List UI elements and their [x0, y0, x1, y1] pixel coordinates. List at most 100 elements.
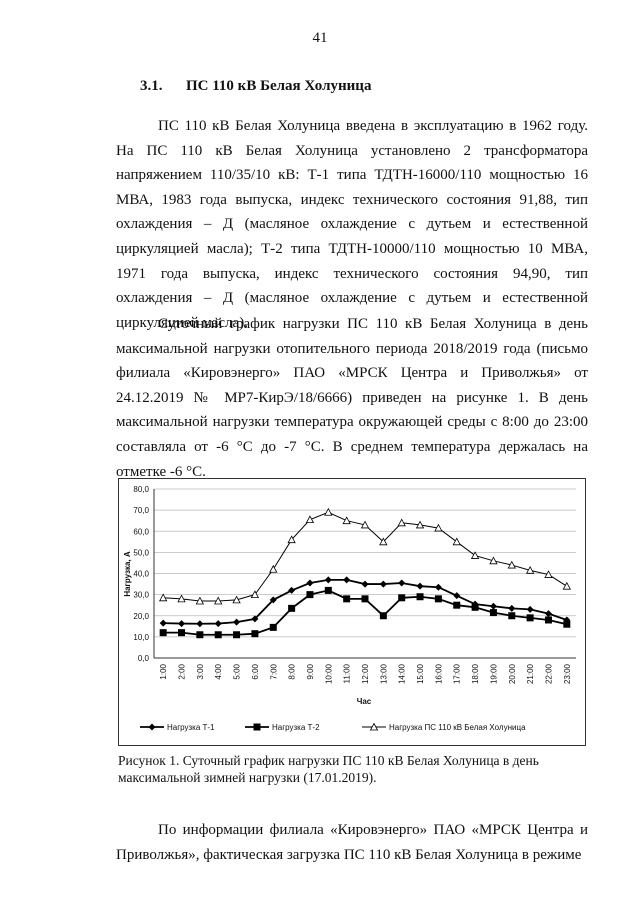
- data-point: [269, 564, 278, 573]
- x-tick-label: 14:00: [398, 663, 407, 684]
- data-point: [305, 515, 315, 524]
- data-point: [379, 580, 387, 588]
- paragraph: ПС 110 кВ Белая Холуница введена в экспл…: [116, 118, 588, 331]
- data-point: [379, 612, 387, 620]
- x-tick-label: 4:00: [214, 663, 223, 679]
- x-tick-label: 8:00: [288, 663, 297, 679]
- paragraph: Суточный график нагрузки ПС 110 кВ Белая…: [116, 316, 588, 480]
- data-point: [526, 614, 534, 622]
- heading-number: 3.1.: [140, 78, 163, 94]
- x-tick-label: 15:00: [416, 663, 425, 684]
- paragraph: По информации филиала «Кировэнерго» ПАО …: [116, 822, 588, 863]
- chart: Нагрузка, А Час 0,0 10,0 20,0 30,0 40,0 50,0 6…: [118, 478, 586, 746]
- data-point: [489, 602, 497, 610]
- data-point: [507, 560, 516, 569]
- y-tick-label: 50,0: [133, 548, 149, 557]
- data-point: [471, 603, 479, 611]
- data-point: [544, 616, 552, 624]
- data-point: [361, 580, 369, 588]
- x-tick-label: 10:00: [324, 663, 333, 684]
- x-tick-label: 20:00: [508, 663, 517, 684]
- data-point: [470, 551, 480, 559]
- x-tick-label: 18:00: [471, 663, 480, 684]
- data-point: [342, 516, 351, 525]
- x-tick-label: 6:00: [251, 663, 260, 679]
- data-point: [269, 623, 277, 631]
- legend-label: Нагрузка ПС 110 кВ Белая Холуница: [389, 723, 526, 732]
- x-tick-label: 13:00: [379, 663, 388, 684]
- x-tick-label: 11:00: [343, 663, 352, 683]
- data-point: [544, 570, 553, 578]
- data-point: [251, 615, 259, 623]
- x-tick-label: 21:00: [526, 663, 535, 684]
- data-point: [178, 629, 186, 637]
- data-point: [324, 586, 332, 594]
- y-tick-label: 40,0: [133, 570, 149, 579]
- data-point: [434, 595, 442, 603]
- data-point: [159, 629, 167, 637]
- legend-label: Нагрузка Т-2: [272, 723, 320, 732]
- data-point: [232, 595, 241, 604]
- data-point: [526, 605, 534, 613]
- data-point: [159, 593, 168, 602]
- data-point: [178, 620, 186, 628]
- y-tick-label: 30,0: [133, 591, 149, 600]
- x-tick-label: 12:00: [361, 663, 370, 684]
- data-point: [453, 601, 461, 609]
- x-tick-label: 5:00: [233, 663, 242, 679]
- data-point: [398, 594, 406, 602]
- y-tick-label: 80,0: [133, 485, 149, 494]
- data-point: [343, 595, 351, 603]
- data-point: [196, 620, 204, 628]
- data-point: [397, 518, 406, 527]
- data-point: [288, 604, 296, 612]
- x-tick-label: 2:00: [178, 663, 187, 679]
- x-tick-label: 19:00: [489, 663, 498, 684]
- y-tick-label: 20,0: [133, 612, 149, 621]
- data-point: [434, 523, 443, 532]
- data-point: [415, 520, 425, 529]
- data-point: [196, 631, 204, 639]
- data-point: [269, 596, 277, 604]
- data-point: [250, 590, 260, 599]
- y-axis-label: Нагрузка, А: [123, 551, 132, 597]
- y-tick-label: 0,0: [138, 654, 150, 663]
- data-point: [398, 579, 406, 587]
- y-tick-label: 60,0: [133, 527, 149, 536]
- data-point: [214, 631, 222, 639]
- heading-title: ПС 110 кВ Белая Холуница: [186, 78, 372, 94]
- data-point: [177, 594, 186, 603]
- data-point: [195, 596, 205, 605]
- data-point: [159, 619, 167, 627]
- y-tick-label: 70,0: [133, 506, 149, 515]
- data-point: [489, 609, 497, 617]
- data-point: [214, 596, 223, 605]
- data-point: [324, 507, 333, 516]
- legend-marker: [369, 722, 379, 731]
- page-number: 41: [312, 30, 328, 46]
- y-tick-label: 10,0: [133, 633, 149, 642]
- data-point: [453, 592, 461, 600]
- data-point: [416, 593, 424, 601]
- x-axis-label: Час: [357, 697, 372, 706]
- data-point: [324, 576, 332, 584]
- data-point: [233, 618, 241, 626]
- data-point: [379, 537, 388, 546]
- data-point: [233, 631, 241, 639]
- data-point: [525, 565, 535, 574]
- data-point: [416, 582, 424, 590]
- figure-caption: Рисунок 1. Суточный график нагрузки ПС 1…: [118, 753, 539, 785]
- x-tick-label: 17:00: [453, 663, 462, 684]
- data-point: [360, 520, 370, 529]
- data-point: [562, 581, 571, 590]
- data-point: [287, 535, 296, 544]
- legend-marker: [253, 723, 261, 731]
- data-point: [544, 610, 552, 618]
- data-point: [251, 630, 259, 638]
- data-point: [306, 591, 314, 599]
- x-tick-label: 22:00: [544, 663, 553, 684]
- data-point: [343, 576, 351, 584]
- legend-marker: [148, 723, 156, 731]
- data-point: [434, 583, 442, 591]
